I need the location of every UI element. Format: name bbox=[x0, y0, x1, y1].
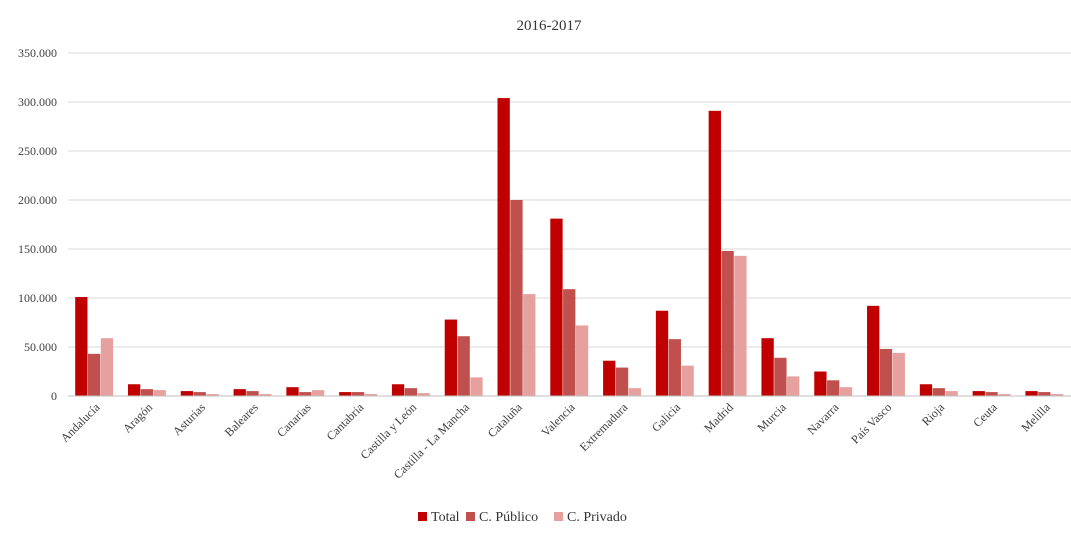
x-tick-label: Cantabria bbox=[324, 400, 367, 443]
bar-publico bbox=[827, 380, 840, 396]
legend-swatch bbox=[554, 512, 563, 521]
bar-publico bbox=[563, 289, 576, 396]
bar-total bbox=[655, 310, 669, 396]
x-tick-label: Cataluña bbox=[485, 400, 526, 441]
gridlines bbox=[68, 52, 1071, 348]
bar-total bbox=[180, 391, 194, 396]
legend-swatch bbox=[466, 512, 475, 521]
y-tick-label: 150.000 bbox=[18, 242, 57, 256]
x-tick-label: Ceuta bbox=[970, 400, 1000, 430]
bar-total bbox=[603, 360, 616, 396]
y-tick-label: 100.000 bbox=[18, 291, 57, 305]
bar-privado bbox=[681, 365, 694, 396]
bar-total bbox=[286, 387, 299, 396]
chart-title: 2016-2017 bbox=[517, 18, 582, 34]
bar-total bbox=[497, 98, 510, 396]
y-tick-label: 250.000 bbox=[18, 144, 57, 158]
x-tick-label: Rioja bbox=[919, 400, 948, 429]
y-tick-label: 350.000 bbox=[18, 46, 57, 60]
bar-total bbox=[444, 319, 458, 396]
bar-privado bbox=[628, 388, 641, 396]
bar-privado bbox=[892, 352, 905, 396]
bar-publico bbox=[510, 200, 523, 396]
bar-total bbox=[814, 371, 827, 396]
y-tick-label: 0 bbox=[51, 389, 57, 403]
bar-publico bbox=[985, 392, 998, 396]
x-tick-label: Melilla bbox=[1018, 400, 1053, 435]
bar-publico bbox=[668, 339, 681, 396]
bar-privado bbox=[839, 387, 853, 396]
x-tick-label: Canarias bbox=[274, 400, 314, 440]
bar-privado bbox=[575, 325, 589, 396]
x-tick-label: Aragón bbox=[120, 400, 155, 435]
bar-publico bbox=[774, 357, 787, 396]
bar-publico bbox=[404, 388, 418, 396]
legend-swatch bbox=[418, 512, 427, 521]
bar-publico bbox=[457, 336, 470, 396]
bar-publico bbox=[87, 353, 101, 396]
bar-privado bbox=[364, 394, 378, 396]
bar-privado bbox=[206, 394, 219, 396]
bar-privado bbox=[417, 393, 430, 396]
legend-label: C. Privado bbox=[567, 510, 627, 525]
y-tick-label: 300.000 bbox=[18, 95, 57, 109]
bar-privado bbox=[153, 390, 166, 396]
bar-publico bbox=[140, 389, 154, 396]
bar-publico bbox=[193, 392, 206, 396]
x-tick-label: Valencia bbox=[539, 400, 579, 440]
bar-publico bbox=[351, 392, 365, 396]
x-tick-label: Asturias bbox=[170, 400, 208, 438]
x-tick-label: Madrid bbox=[701, 400, 736, 435]
bar-privado bbox=[259, 394, 272, 396]
bar-privado bbox=[787, 376, 800, 396]
bar-privado bbox=[523, 294, 536, 396]
bar-privado bbox=[734, 255, 747, 396]
bar-total bbox=[339, 392, 352, 396]
bar-publico bbox=[879, 348, 893, 396]
bar-publico bbox=[299, 392, 312, 396]
bar-total bbox=[919, 384, 933, 396]
x-tick-label: Galicia bbox=[649, 400, 684, 435]
legend-label: C. Público bbox=[479, 510, 538, 525]
bar-total bbox=[233, 389, 246, 396]
bar-total bbox=[1025, 391, 1038, 396]
bar-publico bbox=[246, 391, 259, 396]
bar-total bbox=[550, 218, 563, 396]
legend-label: Total bbox=[431, 510, 460, 525]
bar-total bbox=[75, 297, 88, 396]
x-tick-label: País Vasco bbox=[848, 400, 894, 446]
bar-privado bbox=[470, 377, 483, 396]
x-axis-ticks: Andalucía Aragón Asturias Baleares Canarias C… bbox=[58, 400, 1053, 482]
y-tick-label: 200.000 bbox=[18, 193, 57, 207]
bar-privado bbox=[100, 338, 114, 396]
x-tick-label: Navarra bbox=[804, 400, 842, 438]
bar-total bbox=[127, 384, 141, 396]
bar-total bbox=[761, 338, 774, 396]
bar-total bbox=[867, 305, 880, 396]
bar-publico bbox=[721, 250, 734, 396]
bar-privado bbox=[998, 394, 1011, 396]
bar-total bbox=[391, 384, 405, 396]
bar-publico bbox=[932, 388, 945, 396]
x-tick-label: Murcia bbox=[754, 400, 789, 435]
y-tick-label: 50.000 bbox=[24, 340, 57, 354]
y-axis-ticks: 0 50.000 100.000 150.000 200.000 250.000 300.0… bbox=[18, 46, 57, 403]
x-tick-label: Extremadura bbox=[577, 400, 631, 454]
bar-total bbox=[972, 391, 985, 396]
x-tick-label: Andalucía bbox=[58, 400, 103, 445]
x-tick-label: Baleares bbox=[222, 400, 261, 439]
bar-publico bbox=[1038, 392, 1051, 396]
bar-privado bbox=[945, 391, 958, 396]
bar-total bbox=[708, 110, 721, 396]
bar-publico bbox=[615, 367, 629, 396]
legend: Total C. Público C. Privado bbox=[418, 510, 627, 525]
bar-privado bbox=[311, 390, 325, 396]
bar-privado bbox=[1051, 394, 1064, 396]
bars bbox=[75, 98, 1064, 396]
